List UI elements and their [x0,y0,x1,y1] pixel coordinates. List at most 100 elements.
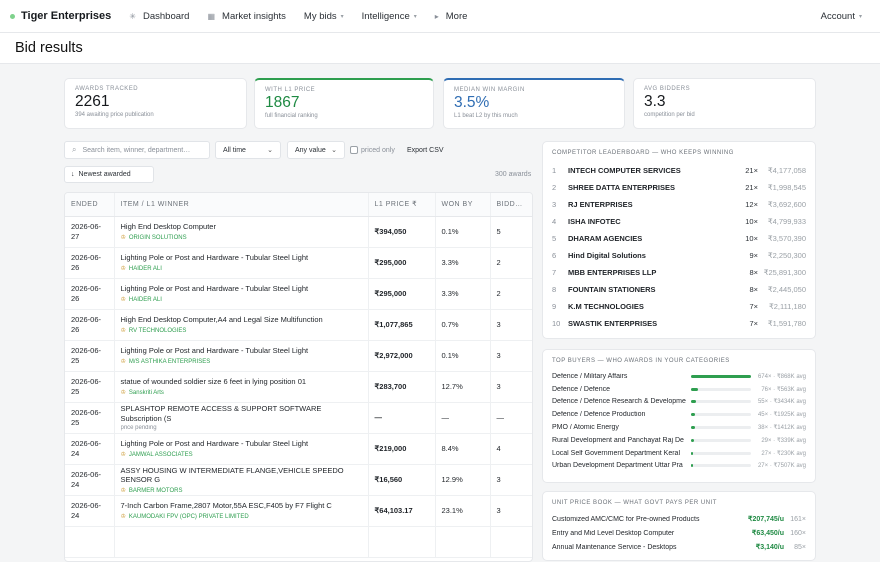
leaderboard-row[interactable]: 1 INTECH COMPUTER SERVICES 21× ₹4,177,058 [543,162,815,179]
trophy-icon: ♔ [120,296,126,303]
buyer-share-fill [691,374,751,378]
bidders: 3 [490,340,532,372]
grid-icon: ▦ [207,11,216,21]
buyer-row[interactable]: Defence / Military Affairs 674× · ₹868K a… [543,370,815,383]
leaderboard-row[interactable]: 8 FOUNTAIN STATIONERS 8× ₹2,445,050 [543,281,815,298]
kpi-label: MEDIAN WIN MARGIN [454,87,525,93]
ended-date: 2026-06-24 [65,495,115,527]
nav-more[interactable]: ▸ More [435,11,468,22]
won-by [435,526,491,558]
item-name: Lighting Pole or Post and Hardware - Tub… [120,253,309,263]
table-row[interactable]: 2026-06-26 High End Desktop Computer,A4 a… [65,309,532,341]
value-filter-select[interactable]: Any value ⌄ [287,141,345,159]
product-name: Customized AMC/CMC for Pre-owned Product… [552,515,700,523]
col-price[interactable]: L1 PRICE ₹ [368,193,436,217]
table-row[interactable]: 2026-06-26 Lighting Pole or Post and Hard… [65,247,532,279]
kpi-sub: full financial ranking [265,113,318,119]
ended-date [65,526,115,558]
competitor-name: RJ ENTERPRISES [568,200,633,209]
unit-price-row[interactable]: Annual Maintenance Service - Desktops ₹3,… [543,540,815,554]
col-ended[interactable]: ENDED [65,193,115,217]
buyer-name: Defence / Defence Production [552,411,646,419]
leaderboard-row[interactable]: 9 K.M TECHNOLOGIES 7× ₹2,111,180 [543,298,815,315]
win-count: 10× [745,234,758,243]
bidders: 5 [490,216,532,248]
table-row[interactable]: 2026-06-24 7-Inch Carbon Frame,2807 Motor… [65,495,532,527]
leaderboard-row[interactable]: 5 DHARAM AGENCIES 10× ₹3,570,390 [543,230,815,247]
table-row[interactable]: 2026-06-25 Lighting Pole or Post and Hard… [65,340,532,372]
buyer-row[interactable]: Urban Development Department Uttar Pra 27… [543,460,815,473]
sort-select[interactable]: ↓ Newest awarded [64,166,154,183]
nav-label: My bids [303,10,337,22]
rank: 1 [552,166,557,175]
col-won-by[interactable]: WON BY [435,193,491,217]
priced-only-checkbox[interactable]: priced only [350,146,395,154]
competitor-name: Hind Digital Solutions [568,251,646,260]
win-amount: ₹25,891,300 [763,268,806,277]
buyer-stat: 45× · ₹1925K avg [757,412,806,419]
kpi-with-l1-price: WITH L1 PRICE 1867 full financial rankin… [254,78,434,129]
account-menu[interactable]: Account ▾ [821,11,862,22]
table-row[interactable]: 2026-06-25 SPLASHTOP REMOTE ACCESS & SUPP… [65,402,532,434]
table-row[interactable]: 2026-06-27 High End Desktop Computer ♔ ORIG… [65,216,532,248]
leaderboard-row[interactable]: 3 RJ ENTERPRISES 12× ₹3,692,600 [543,196,815,213]
rank: 2 [552,183,557,192]
competitor-leaderboard: COMPETITOR LEADERBOARD — WHO KEEPS WINNI… [542,141,816,339]
ended-date: 2026-06-26 [65,278,115,310]
table-row[interactable]: 2026-06-25 statue of wounded soldier size… [65,371,532,403]
time-filter-select[interactable]: All time ⌄ [215,141,281,159]
buyer-share-fill [691,400,696,404]
buyer-name: Urban Development Department Uttar Pra [552,462,683,470]
unit-price: ₹63,450/u [751,530,784,537]
table-row[interactable]: 2026-06-26 Lighting Pole or Post and Hard… [65,278,532,310]
win-amount: ₹1,591,780 [767,319,806,328]
rank: 5 [552,234,557,243]
nav-dashboard[interactable]: ✳ Dashboard [129,11,189,22]
brand-logo[interactable]: Tiger Enterprises [10,10,111,22]
nav-intelligence[interactable]: Intelligence ▾ [362,11,417,22]
win-count: 21× [745,183,758,192]
export-csv-button[interactable]: Export CSV [407,146,444,154]
kpi-label: WITH L1 PRICE [265,87,316,93]
buyer-row[interactable]: Defence / Defence Research & Developme 55… [543,396,815,409]
competitor-name: MBB ENTERPRISES LLP [568,268,657,277]
leaderboard-row[interactable]: 4 ISHA INFOTEC 10× ₹4,799,933 [543,213,815,230]
buyer-share-bar [691,438,751,442]
leaderboard-row[interactable]: 6 Hind Digital Solutions 9× ₹2,250,300 [543,247,815,264]
col-item[interactable]: ITEM / L1 WINNER [114,193,369,217]
buyer-stat: 27× · ₹7507K avg [757,463,806,470]
table-row[interactable] [65,526,532,558]
kpi-value: 1867 [265,94,300,111]
leaderboard-row[interactable]: 2 SHREE DATTA ENTERPRISES 21× ₹1,998,545 [543,179,815,196]
winner-name: KAUMODAKI FPV (OPC) PRIVATE LIMITED [128,513,249,520]
col-bidders[interactable]: BIDD… [490,193,532,217]
leaderboard-row[interactable]: 10 SWASTIK ENTERPRISES 7× ₹1,591,780 [543,315,815,332]
buyer-row[interactable]: Rural Development and Panchayat Raj De 29… [543,434,815,447]
buyer-row[interactable]: Defence / Defence 76× · ₹563K avg [543,383,815,396]
leaderboard-row[interactable]: 7 MBB ENTERPRISES LLP 8× ₹25,891,300 [543,264,815,281]
page-title: Bid results [15,40,83,56]
unit-price-row[interactable]: Customized AMC/CMC for Pre-owned Product… [543,512,815,526]
search-input[interactable]: ⌕ Search item, winner, department… [64,141,210,159]
nav-market-insights[interactable]: ▦ Market insights [207,11,285,22]
buyer-row[interactable]: PMO / Atomic Energy 38× · ₹1412K avg [543,421,815,434]
ended-date: 2026-06-27 [65,216,115,248]
buyers-title: TOP BUYERS — WHO AWARDS IN YOUR CATEGORI… [552,358,730,364]
l1-price: ₹64,103.17 [368,495,436,527]
unit-price-row[interactable]: Entry and Mid Level Desktop Computer ₹63,… [543,526,815,540]
item-name: statue of wounded soldier size 6 feet in… [120,377,307,387]
nav-my-bids[interactable]: My bids ▾ [304,11,344,22]
rank: 4 [552,217,557,226]
buyer-row[interactable]: Local Self Government Department Keral 27… [543,447,815,460]
table-row[interactable]: 2026-06-24 Lighting Pole or Post and Hard… [65,433,532,465]
checkbox-box[interactable] [350,146,358,154]
buyer-name: Defence / Defence Research & Developme [552,398,686,406]
win-count: 7× [749,319,758,328]
competitor-name: SWASTIK ENTERPRISES [568,319,658,328]
table-row[interactable]: 2026-06-24 ASSY HOUSING W INTERMEDIATE FL… [65,464,532,496]
buyer-row[interactable]: Defence / Defence Production 45× · ₹1925K… [543,408,815,421]
ended-date: 2026-06-24 [65,433,115,465]
buyer-name: Defence / Defence [552,385,610,393]
win-amount: ₹4,799,933 [767,217,806,226]
l1-winner: price pending [121,425,362,431]
